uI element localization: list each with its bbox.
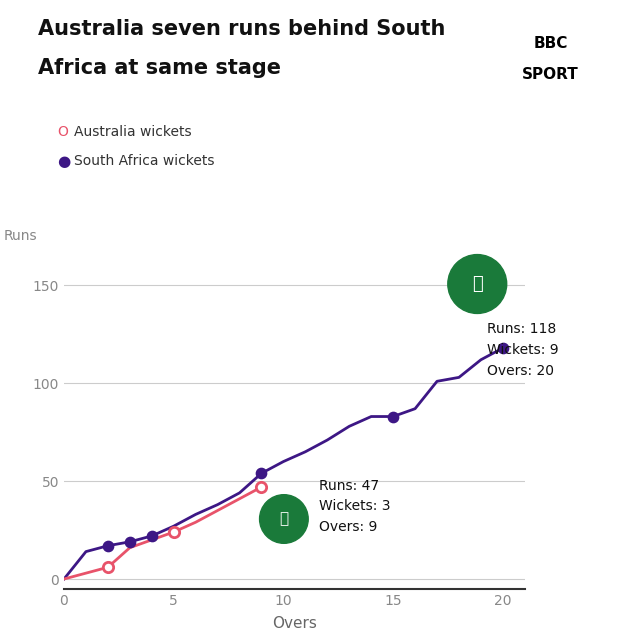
Text: ⚾: ⚾ xyxy=(472,275,483,293)
Text: South Africa wickets: South Africa wickets xyxy=(74,154,214,168)
Text: BBC: BBC xyxy=(533,36,568,51)
Text: O: O xyxy=(58,125,68,139)
Point xyxy=(257,468,267,479)
Point xyxy=(168,527,179,537)
Text: ●: ● xyxy=(58,154,71,168)
Point xyxy=(388,412,398,422)
Text: Runs: 47
Wickets: 3
Overs: 9: Runs: 47 Wickets: 3 Overs: 9 xyxy=(319,479,390,534)
Point xyxy=(103,562,113,572)
Point xyxy=(498,343,508,353)
Point xyxy=(257,482,267,492)
X-axis label: Overs: Overs xyxy=(272,616,317,631)
Text: Australia seven runs behind South: Australia seven runs behind South xyxy=(38,19,446,39)
Point xyxy=(147,531,157,541)
Point xyxy=(103,541,113,551)
Text: SPORT: SPORT xyxy=(522,67,579,82)
Text: Africa at same stage: Africa at same stage xyxy=(38,58,282,77)
Text: Australia wickets: Australia wickets xyxy=(74,125,191,139)
Point xyxy=(125,537,135,547)
Text: Runs: Runs xyxy=(4,228,38,243)
Text: Runs: 118
Wickets: 9
Overs: 20: Runs: 118 Wickets: 9 Overs: 20 xyxy=(487,323,559,378)
Text: ⚾: ⚾ xyxy=(279,511,289,527)
